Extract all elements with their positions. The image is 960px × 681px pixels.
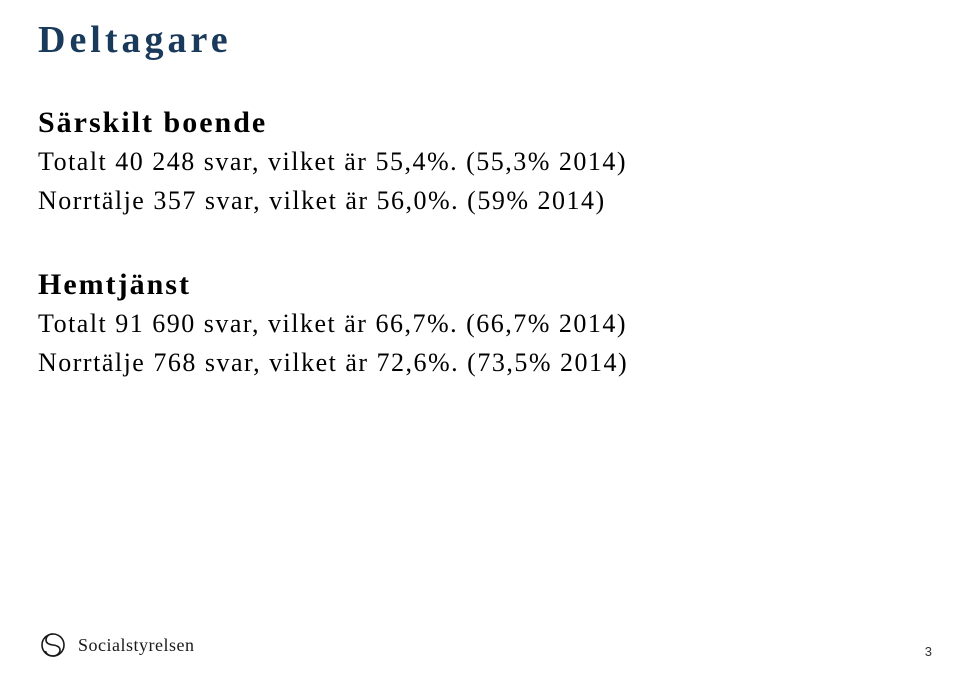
page-number: 3: [925, 644, 932, 659]
footer-brand-text: Socialstyrelsen: [78, 635, 194, 656]
section2-total-line: Totalt 91 690 svar, vilket är 66,7%. (66…: [38, 306, 922, 341]
section1-heading: Särskilt boende: [38, 106, 922, 140]
footer: Socialstyrelsen: [38, 631, 194, 659]
slide-container: Deltagare Särskilt boende Totalt 40 248 …: [0, 0, 960, 681]
section2-local-line: Norrtälje 768 svar, vilket är 72,6%. (73…: [38, 345, 922, 380]
page-title: Deltagare: [38, 18, 922, 62]
socialstyrelsen-logo-icon: [38, 631, 68, 659]
section1-local-line: Norrtälje 357 svar, vilket är 56,0%. (59…: [38, 183, 922, 218]
section-hemtjanst: Hemtjänst Totalt 91 690 svar, vilket är …: [38, 268, 922, 380]
section-sarskilt-boende: Särskilt boende Totalt 40 248 svar, vilk…: [38, 106, 922, 218]
section1-total-line: Totalt 40 248 svar, vilket är 55,4%. (55…: [38, 144, 922, 179]
section2-heading: Hemtjänst: [38, 268, 922, 302]
